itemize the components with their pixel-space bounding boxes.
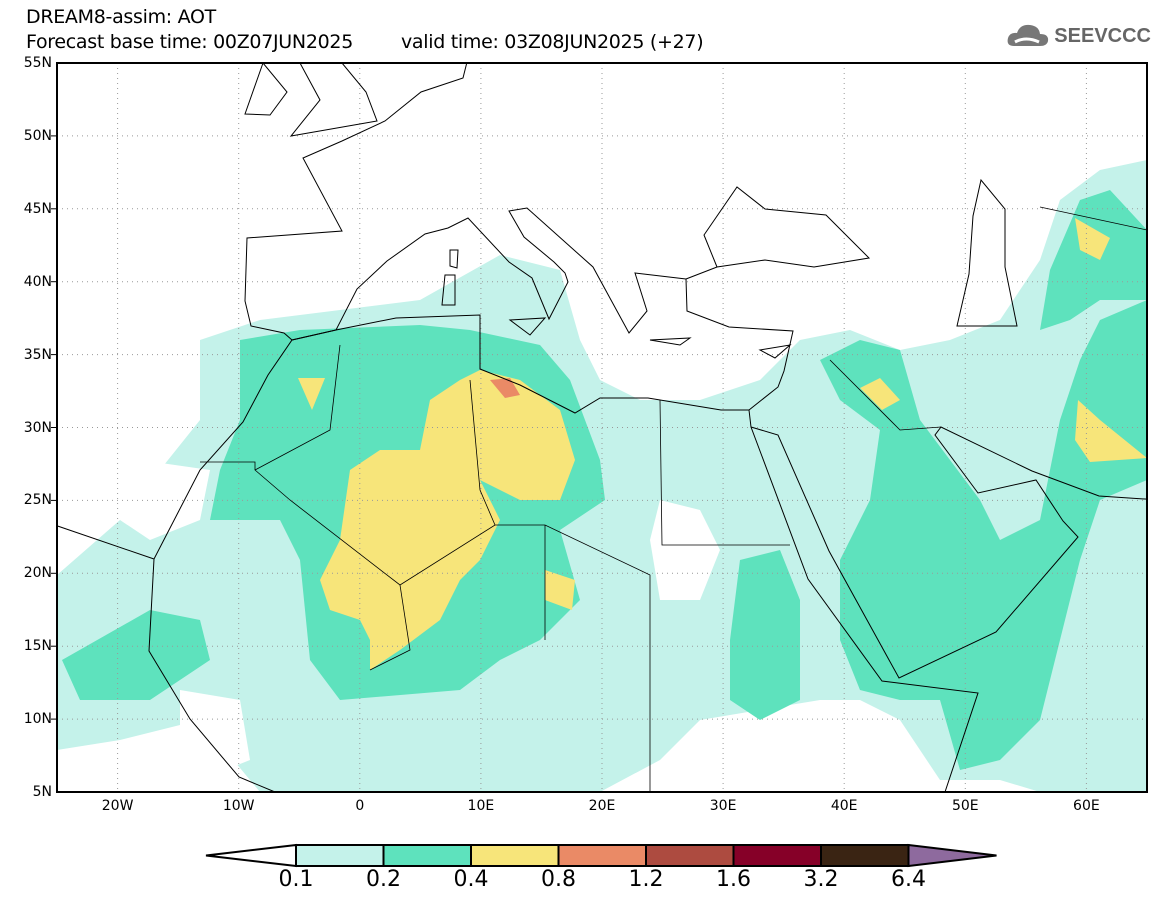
aot-0.4-0.8 xyxy=(320,370,575,670)
colorbar-label: 3.2 xyxy=(803,867,839,892)
aot-0.4-0.8 xyxy=(860,378,900,410)
lat-label: 50N xyxy=(23,127,52,144)
colorbar-segment xyxy=(557,844,647,867)
lon-label: 10W xyxy=(222,798,255,814)
colorbar-segment xyxy=(382,844,472,867)
lat-label: 55N xyxy=(23,55,52,71)
forecast-times: Forecast base time: 00Z07JUN2025 valid ti… xyxy=(26,31,751,53)
colorbar-label: 6.4 xyxy=(891,867,926,892)
aot-0.4-0.8 xyxy=(1075,218,1110,260)
seevccc-logo: SEEVCCC xyxy=(1006,22,1151,50)
colorbar-label: 1.2 xyxy=(628,867,664,892)
colorbar-over-triangle xyxy=(907,843,997,868)
lat-label: 45N xyxy=(23,200,52,217)
aot-shading xyxy=(57,160,1147,792)
logo-text: SEEVCCC xyxy=(1054,24,1151,47)
base-time: Forecast base time: 00Z07JUN2025 xyxy=(26,31,353,53)
aot-0.4-0.8 xyxy=(298,378,325,410)
lat-label: 5N xyxy=(32,784,52,800)
lat-label: 30N xyxy=(23,419,52,436)
lat-label: 25N xyxy=(23,492,52,509)
aot-0.2-0.4 xyxy=(62,610,210,700)
colorbar-segment xyxy=(820,844,910,867)
colorbar xyxy=(205,843,997,868)
colorbar-label: 0.1 xyxy=(278,867,314,892)
lon-label: 50E xyxy=(951,798,979,814)
cloud-icon xyxy=(1007,24,1049,46)
aot-hole xyxy=(180,690,250,780)
lon-label: 30E xyxy=(709,798,737,814)
grid-lines xyxy=(51,63,1147,792)
aot-hole xyxy=(650,500,720,600)
valid-time: valid time: 03Z08JUN2025 (+27) xyxy=(400,31,704,53)
aot-0.4-0.8 xyxy=(545,570,575,610)
map-frame xyxy=(56,62,1148,793)
aot-hole xyxy=(120,460,210,540)
aot-0.2-0.4 xyxy=(1040,190,1147,330)
lat-label: 20N xyxy=(23,565,52,582)
aot-0.2-0.4 xyxy=(730,550,800,720)
colorbar-label: 0.2 xyxy=(366,867,401,892)
colorbar-segment xyxy=(295,844,385,867)
lat-label: 10N xyxy=(23,711,52,728)
chart-title: DREAM8-assim: AOT xyxy=(26,6,216,28)
lon-label: 0 xyxy=(355,798,365,814)
lon-label: 10E xyxy=(467,798,495,814)
lon-label: 20E xyxy=(588,798,616,814)
coastlines xyxy=(57,63,1147,792)
colorbar-label: 0.4 xyxy=(453,867,489,892)
colorbar-segment xyxy=(732,844,822,867)
colorbar-under-triangle xyxy=(205,843,297,868)
lat-label: 35N xyxy=(23,346,52,363)
lat-label: 15N xyxy=(23,638,52,655)
country-borders xyxy=(200,206,1147,792)
aot-0.2-0.4 xyxy=(820,300,1147,770)
colorbar-label: 0.8 xyxy=(541,867,576,892)
lon-label: 60E xyxy=(1073,798,1100,814)
colorbar-label: 1.6 xyxy=(716,867,751,892)
lon-label: 20W xyxy=(101,798,134,814)
colorbar-segment xyxy=(470,844,560,867)
aot-0.4-0.8 xyxy=(1075,400,1147,462)
lat-label: 40N xyxy=(23,273,52,290)
colorbar-segment xyxy=(645,844,735,867)
aot-0.8-1.2 xyxy=(490,378,520,398)
lon-label: 40E xyxy=(830,798,858,814)
